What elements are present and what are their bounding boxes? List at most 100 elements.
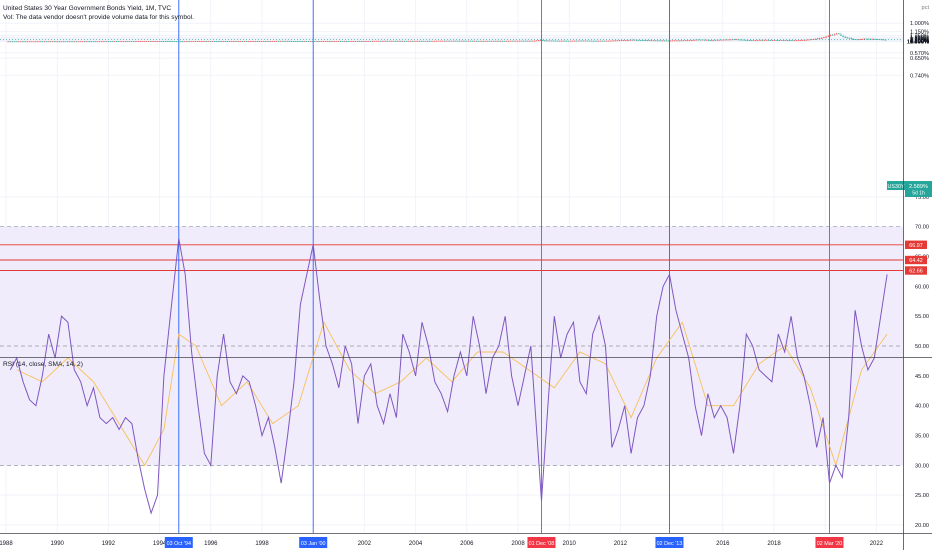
candle-body[interactable] (128, 41, 131, 43)
candle-body[interactable] (524, 40, 527, 42)
candle-body[interactable] (309, 41, 312, 42)
candle-body[interactable] (277, 40, 280, 42)
candle-body[interactable] (825, 37, 827, 38)
candle-body[interactable] (209, 41, 212, 42)
candle-body[interactable] (469, 40, 472, 42)
candle-body[interactable] (113, 41, 116, 43)
candle-body[interactable] (145, 41, 148, 42)
candle-body[interactable] (490, 40, 493, 42)
candle-body[interactable] (569, 40, 572, 42)
candle-body[interactable] (527, 40, 529, 42)
candle-body[interactable] (118, 41, 120, 43)
candle-body[interactable] (644, 40, 646, 41)
candle-body[interactable] (697, 39, 700, 41)
candle-body[interactable] (377, 40, 380, 42)
event-marker-tag[interactable] (655, 537, 684, 548)
candle-body[interactable] (503, 40, 506, 42)
candle-body[interactable] (303, 41, 305, 42)
candle-body[interactable] (784, 40, 787, 41)
candle-body[interactable] (844, 36, 847, 38)
candle-body[interactable] (665, 40, 668, 42)
candle-body[interactable] (299, 41, 301, 42)
candle-body[interactable] (750, 40, 753, 41)
candle-body[interactable] (122, 41, 124, 43)
candle-body[interactable] (563, 40, 565, 42)
candle-body[interactable] (115, 41, 118, 43)
candle-body[interactable] (471, 40, 474, 42)
candle-body[interactable] (580, 40, 582, 42)
ticker-tag[interactable] (887, 181, 905, 190)
candle-body[interactable] (107, 41, 110, 43)
candle-body[interactable] (437, 40, 440, 42)
candle-body[interactable] (840, 34, 842, 36)
candle-body[interactable] (164, 41, 167, 42)
candle-body[interactable] (350, 40, 352, 42)
candle-body[interactable] (39, 41, 41, 43)
candle-body[interactable] (867, 38, 870, 40)
candle-body[interactable] (326, 41, 329, 42)
candle-body[interactable] (637, 39, 640, 41)
candle-body[interactable] (458, 40, 461, 42)
candle-body[interactable] (284, 40, 286, 42)
candle-body[interactable] (774, 39, 776, 41)
candle-body[interactable] (375, 40, 378, 42)
candle-body[interactable] (510, 40, 512, 42)
candle-body[interactable] (196, 41, 199, 42)
candle-body[interactable] (501, 40, 504, 42)
candle-body[interactable] (252, 41, 254, 42)
candle-body[interactable] (874, 38, 876, 40)
candle-body[interactable] (814, 38, 817, 40)
candle-body[interactable] (337, 40, 340, 42)
candle-body[interactable] (452, 40, 455, 42)
candle-body[interactable] (769, 39, 772, 41)
candle-body[interactable] (789, 40, 791, 42)
candle-body[interactable] (41, 41, 44, 43)
candle-body[interactable] (763, 39, 766, 41)
candle-body[interactable] (529, 40, 531, 42)
candle-body[interactable] (648, 40, 651, 41)
candle-body[interactable] (407, 40, 410, 42)
candle-body[interactable] (239, 41, 242, 42)
candle-body[interactable] (137, 41, 139, 42)
candle-body[interactable] (154, 41, 156, 42)
candle-body[interactable] (271, 40, 274, 42)
candle-body[interactable] (320, 41, 323, 42)
candle-body[interactable] (273, 40, 276, 42)
candle-body[interactable] (622, 40, 625, 41)
candle-body[interactable] (90, 41, 92, 43)
candle-body[interactable] (880, 39, 883, 41)
candle-body[interactable] (69, 41, 71, 43)
candle-body[interactable] (282, 40, 284, 42)
candle-body[interactable] (578, 40, 580, 42)
candle-body[interactable] (403, 40, 406, 42)
candle-body[interactable] (461, 40, 463, 42)
candle-body[interactable] (175, 41, 178, 43)
candle-body[interactable] (537, 40, 540, 42)
candle-body[interactable] (109, 41, 112, 43)
candle-body[interactable] (258, 41, 261, 42)
candle-body[interactable] (550, 40, 553, 42)
candle-body[interactable] (358, 40, 361, 42)
candle-body[interactable] (710, 40, 712, 41)
candle-body[interactable] (603, 40, 606, 42)
candle-body[interactable] (262, 41, 265, 42)
candle-body[interactable] (565, 40, 567, 42)
candle-body[interactable] (633, 39, 636, 41)
candle-body[interactable] (499, 40, 501, 42)
candle-body[interactable] (838, 33, 840, 35)
candle-body[interactable] (203, 41, 205, 42)
candle-body[interactable] (292, 40, 295, 42)
candle-body[interactable] (188, 41, 190, 43)
candle-body[interactable] (627, 39, 629, 41)
candle-body[interactable] (101, 41, 103, 43)
candle-body[interactable] (286, 40, 288, 42)
candle-body[interactable] (718, 39, 721, 41)
candle-body[interactable] (363, 40, 365, 42)
candle-body[interactable] (71, 41, 73, 43)
candle-body[interactable] (869, 38, 872, 40)
candle-body[interactable] (269, 41, 271, 42)
candle-body[interactable] (9, 41, 12, 43)
candle-body[interactable] (463, 40, 465, 42)
candle-body[interactable] (171, 41, 173, 43)
candle-body[interactable] (392, 40, 395, 42)
